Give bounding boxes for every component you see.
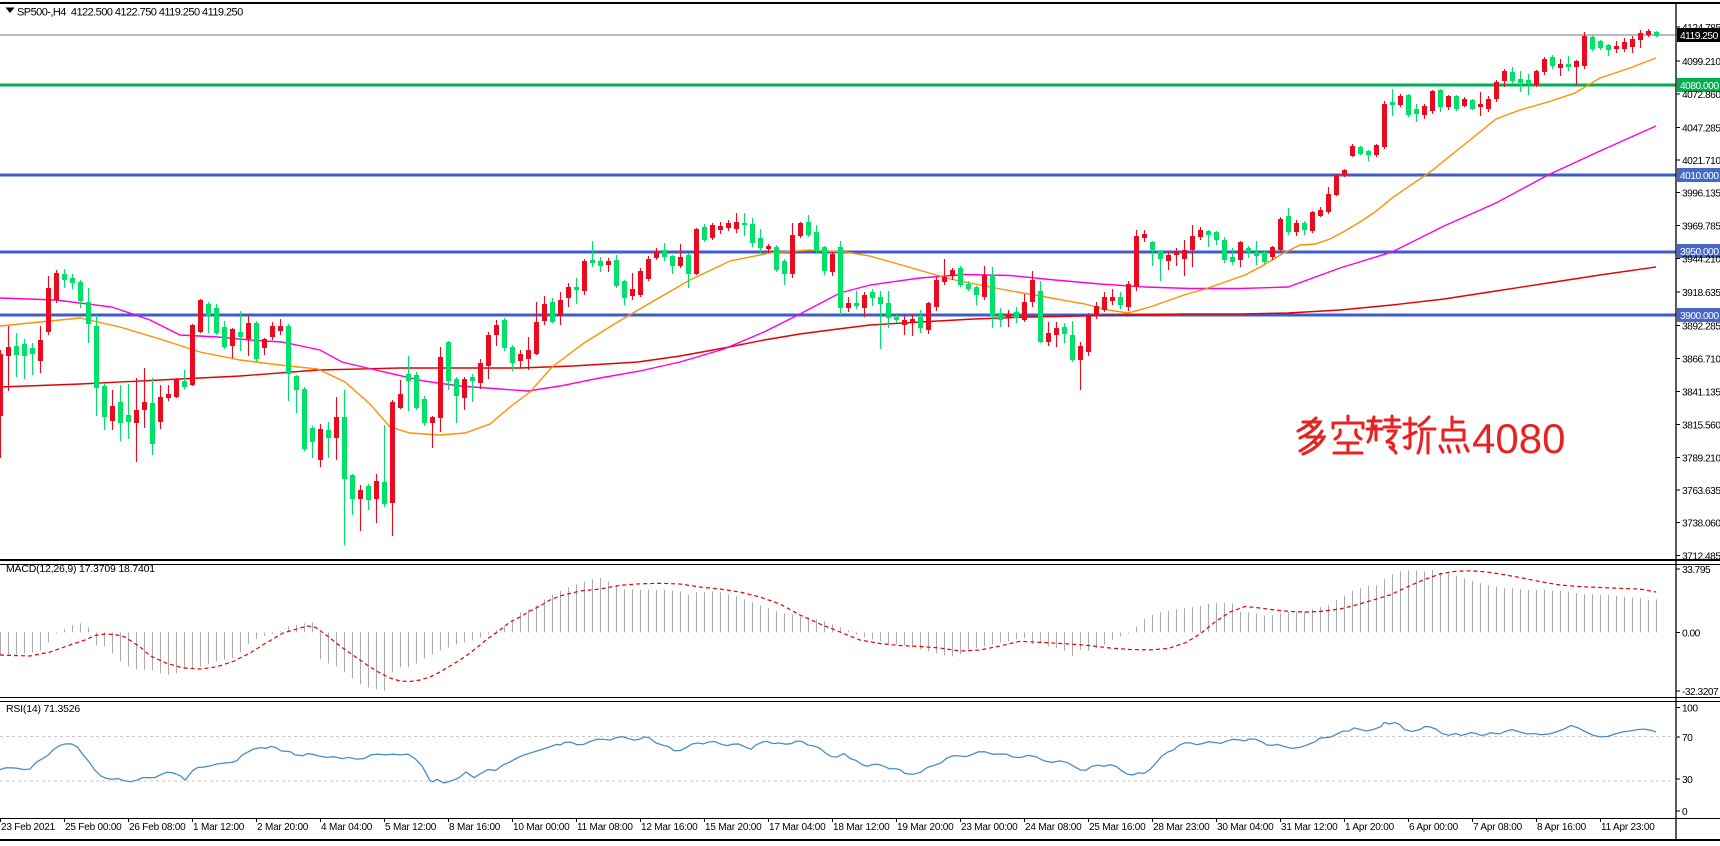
svg-text:30: 30 xyxy=(1682,775,1693,786)
svg-text:11 Mar 08:00: 11 Mar 08:00 xyxy=(577,822,633,833)
svg-text:3841.135: 3841.135 xyxy=(1682,388,1720,399)
svg-text:26 Feb 08:00: 26 Feb 08:00 xyxy=(129,822,186,833)
svg-text:4099.210: 4099.210 xyxy=(1682,57,1720,68)
svg-text:11 Apr 23:00: 11 Apr 23:00 xyxy=(1601,822,1655,833)
svg-text:12 Mar 16:00: 12 Mar 16:00 xyxy=(641,822,698,833)
svg-text:8 Mar 16:00: 8 Mar 16:00 xyxy=(449,822,501,833)
svg-text:3969.785: 3969.785 xyxy=(1682,222,1720,233)
svg-text:23 Mar 00:00: 23 Mar 00:00 xyxy=(961,822,1018,833)
svg-text:24 Mar 08:00: 24 Mar 08:00 xyxy=(1025,822,1082,833)
svg-text:4 Mar 04:00: 4 Mar 04:00 xyxy=(321,822,373,833)
svg-text:4072.860: 4072.860 xyxy=(1682,90,1720,101)
svg-text:3950.000: 3950.000 xyxy=(1680,247,1719,258)
svg-text:70: 70 xyxy=(1682,733,1693,744)
svg-text:10 Mar 00:00: 10 Mar 00:00 xyxy=(513,822,570,833)
svg-text:-32.3207: -32.3207 xyxy=(1682,687,1719,698)
svg-text:3738.060: 3738.060 xyxy=(1682,519,1720,530)
svg-text:3944.210: 3944.210 xyxy=(1682,255,1720,266)
svg-text:RSI(14) 71.3526: RSI(14) 71.3526 xyxy=(6,703,80,715)
svg-text:3892.285: 3892.285 xyxy=(1682,322,1720,333)
svg-text:4010.000: 4010.000 xyxy=(1680,171,1719,182)
svg-text:3918.635: 3918.635 xyxy=(1682,288,1720,299)
svg-text:4080.000: 4080.000 xyxy=(1680,81,1719,92)
svg-text:23 Feb 2021: 23 Feb 2021 xyxy=(1,822,56,833)
svg-text:1 Apr 20:00: 1 Apr 20:00 xyxy=(1345,822,1395,833)
svg-text:4080: 4080 xyxy=(1472,415,1565,462)
svg-text:15 Mar 20:00: 15 Mar 20:00 xyxy=(705,822,762,833)
svg-text:SP500-,H4 4122.500 4122.750 4: SP500-,H4 4122.500 4122.750 4119.250 411… xyxy=(17,7,243,19)
svg-text:17 Mar 04:00: 17 Mar 04:00 xyxy=(769,822,826,833)
svg-text:3789.210: 3789.210 xyxy=(1682,454,1720,465)
svg-text:7 Apr 08:00: 7 Apr 08:00 xyxy=(1473,822,1523,833)
svg-text:33.795: 33.795 xyxy=(1682,565,1711,576)
svg-text:8 Apr 16:00: 8 Apr 16:00 xyxy=(1537,822,1587,833)
svg-text:25 Mar 16:00: 25 Mar 16:00 xyxy=(1089,822,1146,833)
svg-text:19 Mar 20:00: 19 Mar 20:00 xyxy=(897,822,954,833)
svg-text:3900.000: 3900.000 xyxy=(1680,311,1719,322)
svg-text:6 Apr 00:00: 6 Apr 00:00 xyxy=(1409,822,1459,833)
svg-text:30 Mar 04:00: 30 Mar 04:00 xyxy=(1217,822,1274,833)
svg-text:4047.285: 4047.285 xyxy=(1682,124,1720,135)
svg-text:3996.135: 3996.135 xyxy=(1682,189,1720,200)
svg-text:0: 0 xyxy=(1682,807,1688,818)
svg-text:4119.250: 4119.250 xyxy=(1680,31,1719,42)
svg-text:28 Mar 23:00: 28 Mar 23:00 xyxy=(1153,822,1210,833)
svg-text:1 Mar 12:00: 1 Mar 12:00 xyxy=(193,822,245,833)
svg-text:0.00: 0.00 xyxy=(1682,629,1701,640)
svg-text:3866.710: 3866.710 xyxy=(1682,355,1720,366)
svg-text:100: 100 xyxy=(1682,704,1698,715)
svg-text:MACD(12,26,9) 17.3709 18.7401: MACD(12,26,9) 17.3709 18.7401 xyxy=(6,563,155,575)
svg-text:4021.710: 4021.710 xyxy=(1682,156,1720,167)
svg-text:5 Mar 12:00: 5 Mar 12:00 xyxy=(385,822,437,833)
svg-text:3763.635: 3763.635 xyxy=(1682,486,1720,497)
svg-text:2 Mar 20:00: 2 Mar 20:00 xyxy=(257,822,309,833)
svg-text:25 Feb 00:00: 25 Feb 00:00 xyxy=(65,822,122,833)
svg-text:31 Mar 12:00: 31 Mar 12:00 xyxy=(1281,822,1338,833)
svg-text:3815.560: 3815.560 xyxy=(1682,421,1720,432)
svg-text:18 Mar 12:00: 18 Mar 12:00 xyxy=(833,822,890,833)
svg-text:3712.485: 3712.485 xyxy=(1682,552,1720,563)
